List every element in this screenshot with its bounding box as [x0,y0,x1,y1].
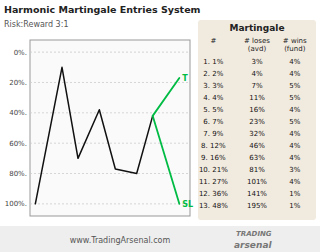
logo-text: arsenal [234,240,272,250]
grid-line [30,143,190,144]
logo-text: TRADING [236,230,272,238]
table-cell: 32% [249,130,265,138]
series-group [35,67,179,204]
y-tick-label: 20%. [9,79,27,87]
table-cell: 4% [289,154,300,162]
table-header-line: # [210,37,216,45]
table-cell: 5% [289,118,300,126]
table-cell: 4% [289,142,300,150]
table-cell: 13. 48% [199,202,228,210]
grid-line [30,203,190,204]
page: {"chart_data": {"type": "line", "title":… [0,0,320,252]
plot-frame [30,40,190,216]
title: Harmonic Martingale Entries System [4,4,201,15]
table-cell: 4% [289,70,300,78]
table-cell: 4% [289,106,300,114]
y-tick-label: 0%. [14,49,27,57]
grid-line [30,82,190,83]
table-cell: 63% [249,154,265,162]
table-cell: 4% [289,178,300,186]
table-cell: 6. 7% [203,118,223,126]
table-cell: 7% [251,82,262,90]
table-cell: 11% [249,94,265,102]
table-cell: 2. 2% [203,70,223,78]
table-header: # [210,37,216,45]
table-cell: 3% [251,58,262,66]
footer-background [0,226,320,252]
table-cell: 1. 1% [203,58,223,66]
table-title: Martingale [230,23,285,33]
table-cell: 23% [249,118,265,126]
table-cell: 195% [247,202,267,210]
table-cell: 5. 5% [203,106,223,114]
table-cell: 9. 16% [201,154,226,162]
table-cell: 3% [289,166,300,174]
y-tick-label: 80%. [9,170,27,178]
footer-text: www.TradingArsenal.com [70,236,171,245]
table-background [198,20,316,220]
table-cell: 7. 9% [203,130,223,138]
table-header: # wins(fund) [283,37,307,53]
annotation: SL [182,200,193,209]
table-cell: 5% [289,82,300,90]
table-cell: 4% [251,70,262,78]
y-tick-label: 40%. [9,109,27,117]
table-cell: 16% [249,106,265,114]
table-cell: 11. 27% [199,178,228,186]
table-header-line: (fund) [284,45,306,53]
table-cell: 12. 36% [199,190,228,198]
table-cell: 10. 21% [199,166,228,174]
table-header-line: # loses [244,37,270,45]
table-cell: 4. 4% [203,94,223,102]
table-header-line: (avd) [248,45,267,53]
table-cell: 1% [289,190,300,198]
series-line [35,67,152,204]
table-cell: 141% [247,190,267,198]
table-header: # loses(avd) [244,37,270,53]
annotation: T [182,74,188,83]
grid-line [30,112,190,113]
grid-line [30,52,190,53]
table-cell: 4% [289,130,300,138]
chart: Harmonic Martingale Entries System Risk:R… [0,0,320,252]
y-tick-label: 100%. [5,200,27,208]
table-cell: 5% [289,94,300,102]
table-cell: 101% [247,178,267,186]
table-cell: 4% [289,58,300,66]
table-cell: 3. 3% [203,82,223,90]
y-tick-label: 60%. [9,140,27,148]
table-cell: 46% [249,142,265,150]
series-line [153,78,180,116]
grid-line [30,173,190,174]
subtitle: Risk:Reward 3:1 [4,20,69,29]
table-cell: 1% [289,202,300,210]
table-cell: 81% [249,166,265,174]
table-cell: 8. 12% [201,142,226,150]
series-line [153,116,180,204]
table-header-line: # wins [283,37,307,45]
